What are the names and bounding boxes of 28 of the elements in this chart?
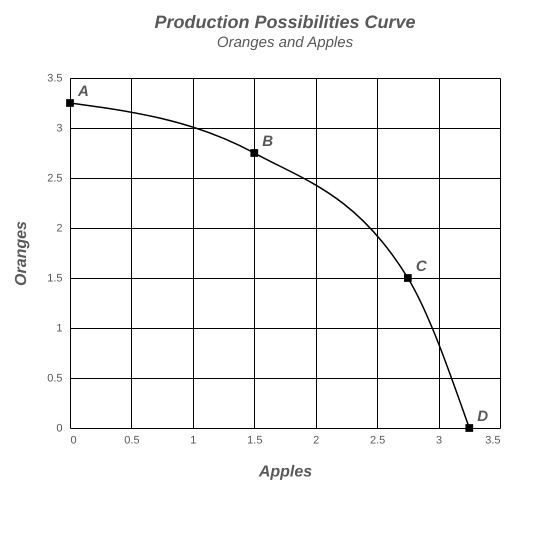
y-tick-label: 0.5 bbox=[47, 372, 62, 384]
y-tick-label: 2.5 bbox=[47, 172, 62, 184]
x-tick-label: 0 bbox=[70, 434, 77, 446]
point bbox=[250, 149, 258, 157]
point bbox=[404, 274, 412, 282]
y-tick-label: 1 bbox=[56, 322, 62, 334]
annotation: D bbox=[477, 408, 488, 425]
x-axis-title: Apples bbox=[258, 464, 312, 480]
x-tick-label: 2 bbox=[313, 434, 320, 446]
y-tick-label: 3 bbox=[56, 122, 62, 134]
x-tick-label: 3.5 bbox=[485, 434, 500, 446]
x-tick-label: 1 bbox=[190, 434, 196, 446]
y-tick-label: 3.5 bbox=[47, 72, 62, 84]
chart-subtitle: Oranges and Apples bbox=[216, 34, 354, 51]
y-tick-label: 0 bbox=[56, 422, 62, 434]
x-tick-label: 2.5 bbox=[370, 434, 386, 446]
annotation: C bbox=[416, 258, 428, 275]
x-tick-label: 0.5 bbox=[124, 434, 140, 446]
annotation: B bbox=[262, 133, 274, 150]
x-tick-label: 1.5 bbox=[247, 434, 262, 446]
y-axis-title: Oranges bbox=[13, 220, 30, 286]
annotation: A bbox=[77, 83, 89, 100]
chart-title: Production Possibilities Curve bbox=[154, 12, 416, 32]
y-tick-label: 2 bbox=[56, 222, 62, 234]
y-tick-label: 1.5 bbox=[47, 272, 62, 284]
point bbox=[66, 99, 74, 107]
x-tick-label: 3 bbox=[436, 434, 442, 446]
point bbox=[465, 424, 474, 432]
